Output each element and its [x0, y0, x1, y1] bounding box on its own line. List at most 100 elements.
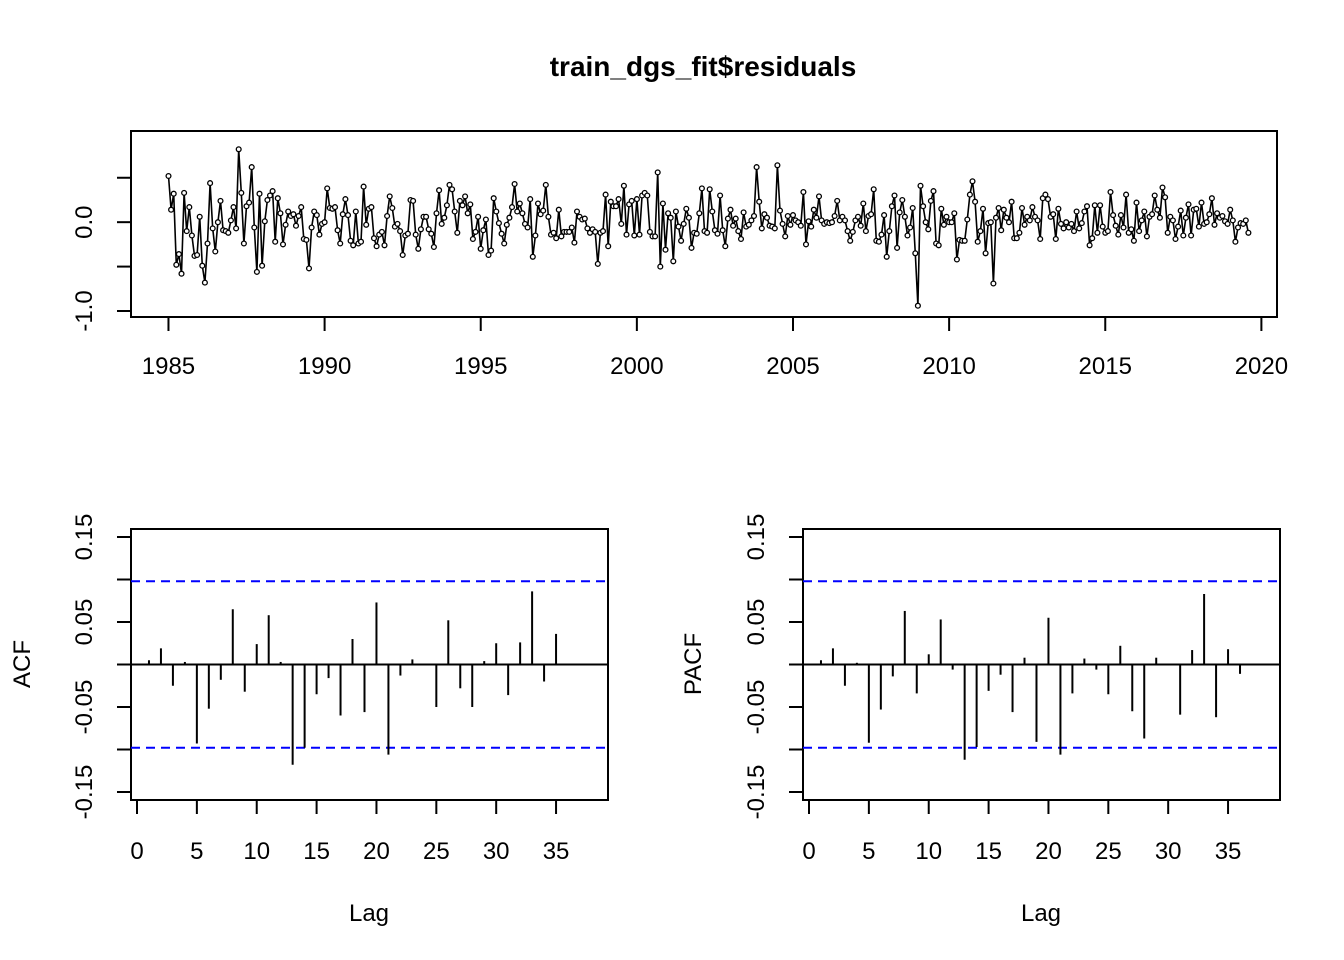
- residual-point: [652, 233, 659, 240]
- pacf-y-tick-label: 0.15: [743, 514, 770, 561]
- residual-point: [935, 242, 942, 249]
- residual-point: [797, 222, 804, 229]
- pacf-x-tick-label: 5: [862, 838, 875, 865]
- residual-point: [875, 238, 882, 245]
- residual-point: [261, 218, 268, 225]
- residual-point: [1169, 217, 1176, 224]
- pacf-x-tick-label: 15: [975, 838, 1002, 865]
- residual-point: [907, 224, 914, 231]
- residual-point: [732, 215, 739, 222]
- residual-point: [774, 162, 781, 169]
- residual-point: [815, 193, 823, 200]
- residual-point: [253, 268, 260, 275]
- pacf-bars: [803, 580, 1280, 760]
- residual-point: [316, 231, 323, 238]
- residual-point: [313, 212, 320, 219]
- residual-point: [532, 232, 539, 239]
- residual-point: [657, 263, 664, 270]
- residual-point: [1133, 199, 1140, 206]
- residual-point: [1156, 214, 1163, 221]
- residual-point: [581, 215, 588, 222]
- residual-point: [456, 197, 463, 204]
- pacf-x-tick-label: 35: [1215, 838, 1242, 865]
- residuals-x-tick-label: 2000: [610, 353, 663, 380]
- residual-point: [344, 212, 352, 219]
- residual-point: [1154, 206, 1161, 213]
- residual-point: [217, 197, 224, 204]
- residual-point: [813, 214, 820, 221]
- residual-point: [1151, 192, 1158, 199]
- residuals-x-axis: 1985 1990 1995 2000 2005 2010 2015 2020: [142, 316, 1288, 380]
- residual-point: [628, 197, 635, 204]
- residual-point: [756, 198, 763, 205]
- residual-point: [1089, 235, 1096, 242]
- residual-point: [397, 228, 404, 235]
- residual-point: [1128, 226, 1135, 233]
- residual-point: [990, 280, 997, 287]
- residual-point: [256, 190, 263, 197]
- residual-point: [235, 146, 242, 153]
- residual-point: [1110, 212, 1117, 219]
- acf-x-tick-label: 25: [423, 838, 450, 865]
- residual-point: [602, 191, 609, 198]
- residual-point: [1060, 225, 1067, 232]
- residual-point: [969, 178, 976, 185]
- residual-point: [404, 230, 411, 237]
- residual-point: [1086, 242, 1093, 249]
- residual-point: [540, 207, 547, 214]
- residual-point: [360, 183, 367, 190]
- residual-point: [1003, 214, 1010, 221]
- residual-point: [248, 164, 255, 171]
- residual-point: [620, 182, 627, 189]
- residual-point: [321, 219, 328, 226]
- residual-point: [282, 221, 289, 228]
- residual-point: [230, 204, 237, 211]
- residual-point: [722, 243, 729, 250]
- residual-point: [542, 181, 549, 188]
- residual-point: [1055, 205, 1062, 212]
- residual-point: [1081, 208, 1088, 215]
- residual-point: [1149, 211, 1156, 218]
- pacf-y-tick-label: -0.15: [743, 765, 770, 820]
- residual-point: [1242, 217, 1249, 224]
- residual-point: [199, 262, 206, 269]
- residual-point: [917, 182, 924, 189]
- residual-point: [940, 221, 947, 228]
- residual-point: [623, 231, 630, 238]
- pacf-panel: 0 5 10 15 20 25 30 35 -0.15 -0.05 0.05 0.15 Lag PA…: [680, 514, 1281, 927]
- residual-point: [951, 210, 958, 217]
- residual-point: [441, 214, 448, 221]
- residual-point: [854, 213, 862, 220]
- residual-point: [1026, 217, 1033, 224]
- acf-x-tick-label: 0: [130, 838, 143, 865]
- residual-point: [188, 232, 195, 239]
- residual-point: [644, 192, 651, 199]
- residual-point: [1177, 207, 1184, 214]
- residual-point: [943, 213, 950, 220]
- acf-x-tick-label: 15: [303, 838, 330, 865]
- residual-point: [415, 245, 422, 252]
- residual-point: [259, 262, 266, 269]
- residual-point: [417, 226, 424, 233]
- residual-point: [1063, 219, 1070, 226]
- residual-point: [550, 229, 557, 236]
- residual-point: [298, 204, 305, 211]
- residual-point: [399, 251, 406, 259]
- residual-point: [1143, 233, 1150, 240]
- residual-point: [594, 260, 601, 267]
- residual-point: [462, 193, 469, 200]
- residual-point: [246, 199, 253, 206]
- residual-point: [373, 243, 380, 250]
- residual-point: [555, 206, 562, 213]
- residual-point: [1130, 237, 1137, 244]
- residual-point: [709, 208, 716, 215]
- residual-point: [1224, 220, 1231, 227]
- residual-point: [350, 242, 357, 249]
- residual-point: [878, 231, 885, 238]
- residual-point: [459, 202, 466, 209]
- residual-point: [849, 228, 856, 235]
- residual-point: [860, 200, 867, 207]
- residual-point: [209, 225, 216, 232]
- residual-point: [264, 196, 271, 204]
